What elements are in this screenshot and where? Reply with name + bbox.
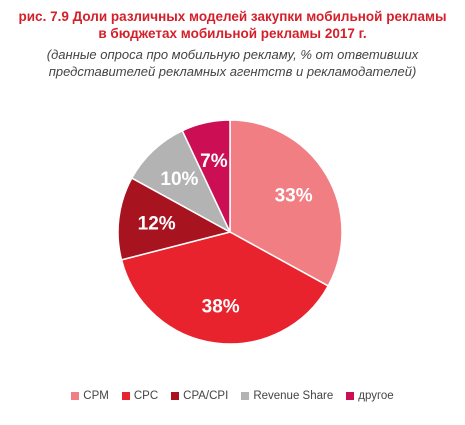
legend-swatch: [346, 392, 355, 400]
legend-item-другое: другое: [346, 390, 394, 402]
chart-title-line-2: в бюджетах мобильной рекламы 2017 г.: [98, 26, 367, 41]
legend-label: CPM: [83, 390, 109, 402]
chart-subtitle: (данные опроса про мобильную рекламу, % …: [0, 46, 465, 80]
pie-chart: 33% 38% 12% 10%7%: [117, 119, 343, 345]
legend-label: CPA/CPI: [183, 390, 229, 402]
legend-swatch: [71, 392, 80, 400]
pie-slice-cpm: [229, 119, 343, 287]
slice-label-revenue-share: 10%: [160, 169, 198, 190]
pie-slice-cpc: [120, 231, 330, 345]
slice-label-cpc: 38%: [202, 296, 240, 317]
legend-swatch: [241, 392, 250, 400]
chart-legend: CPM CPC CPA/CPI Revenue Share другое: [0, 390, 465, 402]
legend-item-cpa-cpi: CPA/CPI: [171, 390, 228, 402]
chart-title: рис. 7.9 Доли различных моделей закупки …: [0, 8, 465, 42]
legend-label: другое: [358, 390, 394, 402]
pie-slice-другое: [181, 119, 231, 233]
legend-item-revenue-share: Revenue Share: [241, 390, 333, 402]
slice-label-cpa-cpi: 12%: [138, 214, 176, 235]
legend-item-cpm: CPM: [71, 390, 109, 402]
legend-label: Revenue Share: [253, 390, 334, 402]
legend-label: CPC: [133, 390, 159, 402]
pie-slice-cpa-cpi: [117, 177, 233, 261]
slice-label-другое: 7%: [200, 151, 228, 172]
chart-subtitle-line-1: (данные опроса про мобильную рекламу, % …: [46, 47, 419, 62]
chart-subtitle-line-2: представителей рекламных агентств и рекл…: [48, 64, 417, 79]
legend-item-cpc: CPC: [121, 390, 159, 402]
legend-swatch: [121, 392, 130, 400]
legend-swatch: [171, 392, 180, 400]
chart-title-line-1: рис. 7.9 Доли различных моделей закупки …: [18, 9, 447, 24]
slice-label-cpm: 33%: [275, 185, 313, 206]
